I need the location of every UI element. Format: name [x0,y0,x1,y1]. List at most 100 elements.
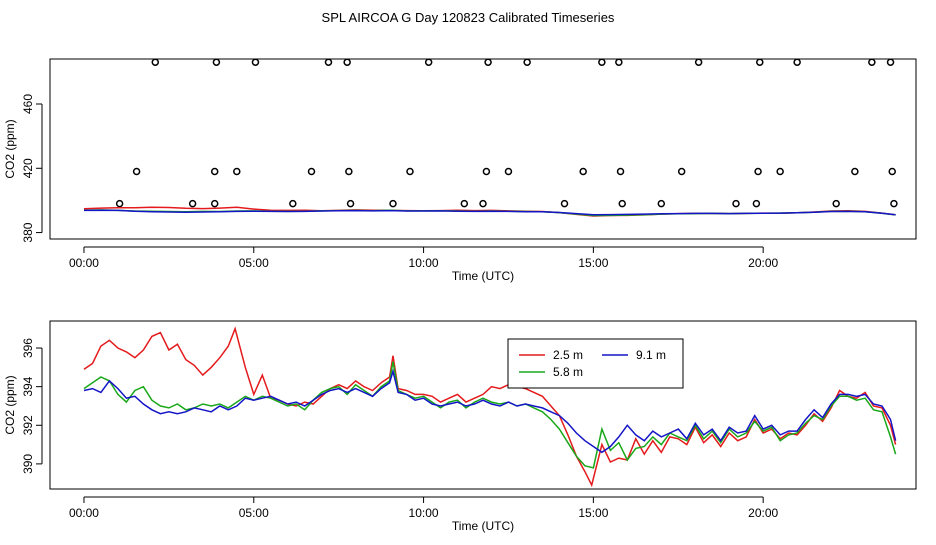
data-point-marker [851,167,859,176]
data-point-marker [717,238,721,239]
data-point-marker [868,59,876,66]
data-point-marker [793,59,801,66]
data-point-marker [151,59,160,66]
x-tick-label: 10:00 [409,506,439,520]
data-point-marker [756,59,764,66]
y-tick-label: 460 [21,94,35,114]
x-tick-label: 10:00 [409,256,439,270]
data-point-marker [893,238,898,239]
data-point-marker [754,167,762,176]
x-tick-label: 05:00 [239,256,269,270]
y-tick-label: 420 [21,158,35,178]
data-point-marker [132,167,141,176]
data-point-marker [346,199,355,208]
data-point-marker [233,167,241,176]
data-point-marker [890,199,898,208]
data-point-marker [598,59,606,66]
data-point-marker [172,238,176,239]
data-point-marker [289,199,297,208]
x-tick-label: 20:00 [748,506,778,520]
legend-label: 2.5 m [553,348,583,362]
legend-label: 9.1 m [636,348,666,362]
data-point-marker [406,167,414,176]
marker-series [99,59,898,239]
x-axis: 00:00 05:00 10:00 15:00 20:00 Time (UTC) [69,246,779,283]
data-point-marker [677,167,686,176]
data-point-marker [210,199,219,208]
x-axis-label: Time (UTC) [452,519,514,533]
y-axis: 380 420 460 CO2 (ppm) [3,94,43,243]
data-point-marker [815,238,820,239]
x-tick-label: 05:00 [239,506,269,520]
data-point-marker [445,238,450,239]
data-point-marker [616,167,625,176]
data-point-marker [272,238,277,239]
data-point-marker [886,59,895,66]
data-point-marker [694,59,703,66]
data-point-marker [615,59,623,66]
plot-area [83,326,897,488]
y-tick-label: 394 [21,376,35,396]
chart-title: SPL AIRCOA G Day 120823 Calibrated Times… [322,10,615,25]
data-point-marker [523,59,531,66]
data-point-marker [251,59,260,66]
plot-area [83,59,898,239]
data-point-marker [324,59,333,66]
data-point-marker [370,238,375,239]
legend-label: 5.8 m [553,365,583,379]
data-point-marker [424,59,433,66]
data-point-marker [479,199,487,208]
data-point-marker [484,59,492,66]
data-point-marker [389,199,397,208]
x-tick-label: 15:00 [578,256,608,270]
data-point-marker [482,167,491,176]
x-axis-label: Time (UTC) [452,269,514,283]
plot-frame [49,320,917,490]
plot-frame [49,58,917,240]
top-panel: 00:00 05:00 10:00 15:00 20:00 Time (UTC) 380 42… [3,58,917,283]
data-point-marker [776,167,784,176]
data-point-marker [618,199,626,208]
series-line-9-1-m [83,368,897,454]
y-axis: 390 392 394 396 CO2 (ppm) [3,338,43,474]
data-point-marker [832,199,840,208]
x-tick-label: 20:00 [748,256,778,270]
series-line-5-8-m [83,361,897,469]
y-tick-label: 396 [21,338,35,358]
data-point-marker [543,238,548,239]
y-tick-label: 380 [21,222,35,242]
data-point-marker [350,238,355,239]
x-axis: 00:00 05:00 10:00 15:00 20:00 Time (UTC) [69,496,779,533]
data-point-marker [642,238,647,239]
data-point-marker [99,238,103,239]
data-point-marker [345,167,353,176]
data-point-marker [188,199,197,208]
data-point-marker [579,167,587,176]
legend: 2.5 m 9.1 m 5.8 m [507,338,684,389]
y-tick-label: 390 [21,454,35,474]
data-point-marker [752,199,761,208]
x-tick-label: 15:00 [578,506,608,520]
series-line-9-1-m [83,209,896,216]
legend-box [507,338,684,389]
data-point-marker [560,199,569,208]
data-point-marker [460,199,469,208]
data-point-marker [115,199,124,208]
data-point-marker [212,59,221,66]
x-tick-label: 00:00 [69,256,99,270]
y-axis-label: CO2 (ppm) [3,119,17,178]
data-point-marker [752,238,757,239]
data-point-marker [732,199,740,208]
data-point-marker [210,167,219,176]
data-point-marker [504,167,513,176]
x-tick-label: 00:00 [69,506,99,520]
data-point-marker [343,59,351,66]
data-point-marker [622,238,626,239]
y-axis-label: CO2 (ppm) [3,375,17,434]
y-tick-label: 392 [21,415,35,435]
series-line-2-5-m [83,326,897,488]
data-point-marker [307,167,316,176]
